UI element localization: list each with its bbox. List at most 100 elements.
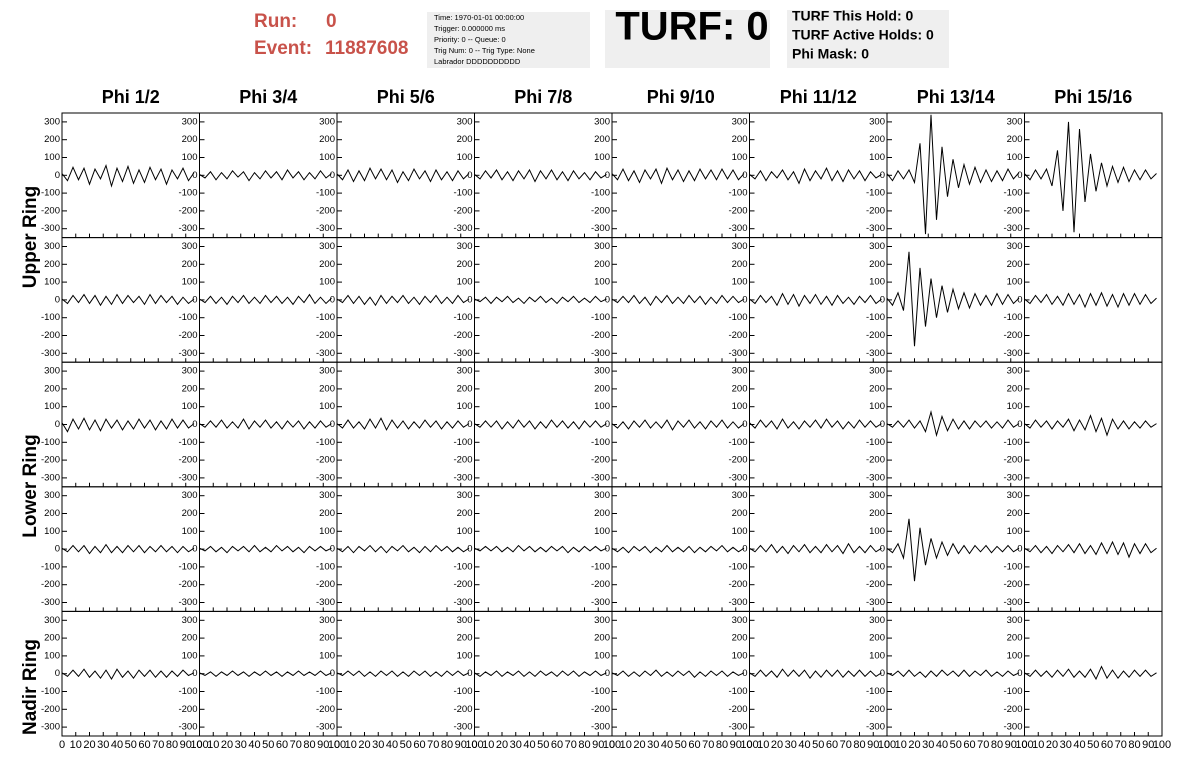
- waveform: [336, 544, 470, 554]
- waveform: [611, 419, 745, 431]
- y-tick-label: -200: [316, 330, 335, 341]
- x-tick-label: 40: [386, 739, 398, 751]
- y-tick-label: -200: [728, 704, 747, 715]
- y-tick-label: 200: [869, 508, 885, 519]
- y-tick-label: 100: [457, 277, 473, 288]
- y-tick-label: 200: [1007, 383, 1023, 394]
- x-tick-label: 70: [427, 739, 439, 751]
- y-tick-label: 100: [732, 152, 748, 163]
- waveform: [886, 518, 1020, 582]
- y-tick-label: -300: [316, 472, 335, 483]
- y-tick-label: -100: [866, 686, 885, 697]
- y-tick-label: -300: [453, 223, 472, 234]
- turf-info: TURF This Hold: 0: [792, 8, 914, 24]
- y-tick-label: -100: [178, 561, 197, 572]
- x-tick-label: 70: [840, 739, 852, 751]
- y-tick-label: 300: [732, 615, 748, 626]
- y-tick-label: 0: [742, 419, 747, 430]
- x-tick-label: 90: [867, 739, 879, 751]
- y-tick-label: -100: [1003, 188, 1022, 199]
- y-tick-label: 0: [192, 170, 197, 181]
- y-tick-label: -300: [178, 472, 197, 483]
- y-tick-label: 100: [869, 650, 885, 661]
- y-tick-label: -300: [728, 223, 747, 234]
- y-tick-label: -300: [728, 472, 747, 483]
- y-tick-label: -300: [728, 597, 747, 608]
- x-tick-label: 10: [482, 739, 494, 751]
- y-tick-label: 300: [319, 366, 335, 377]
- y-tick-label: 0: [330, 170, 335, 181]
- y-tick-label: 100: [1007, 526, 1023, 537]
- x-tick-label: 40: [1073, 739, 1085, 751]
- column-title: Phi 7/8: [514, 87, 572, 107]
- y-tick-label: 100: [594, 152, 610, 163]
- y-tick-label: 200: [319, 633, 335, 644]
- y-tick-label: -100: [1003, 437, 1022, 448]
- x-tick-label: 70: [290, 739, 302, 751]
- waveform: [886, 669, 1020, 678]
- x-tick-label: 90: [180, 739, 192, 751]
- x-tick-label: 90: [1005, 739, 1017, 751]
- y-tick-label: -100: [866, 437, 885, 448]
- x-tick-label: 80: [303, 739, 315, 751]
- y-tick-label: 0: [330, 668, 335, 679]
- y-tick-label: 100: [594, 526, 610, 537]
- x-tick-label: 70: [977, 739, 989, 751]
- y-tick-label: -200: [591, 330, 610, 341]
- event-value: 11887608: [325, 38, 409, 59]
- y-tick-label: 200: [44, 259, 60, 270]
- y-tick-label: 100: [869, 277, 885, 288]
- y-tick-label: -300: [41, 597, 60, 608]
- y-tick-label: -200: [178, 330, 197, 341]
- y-tick-label: 0: [880, 170, 885, 181]
- x-tick-label: 0: [334, 739, 340, 751]
- x-tick-label: 10: [895, 739, 907, 751]
- y-tick-label: -300: [866, 472, 885, 483]
- waveform: [336, 417, 470, 431]
- y-tick-label: 200: [1007, 633, 1023, 644]
- y-tick-label: 0: [330, 544, 335, 555]
- y-tick-label: -100: [591, 188, 610, 199]
- y-tick-label: -300: [178, 223, 197, 234]
- y-tick-label: 100: [869, 401, 885, 412]
- y-tick-label: -100: [316, 686, 335, 697]
- x-tick-label: 70: [565, 739, 577, 751]
- waveform: [199, 293, 332, 306]
- waveform: [749, 167, 882, 185]
- y-tick-label: -300: [41, 348, 60, 359]
- y-tick-label: 300: [44, 116, 60, 127]
- x-tick-label: 40: [248, 739, 260, 751]
- x-tick-label: 60: [826, 739, 838, 751]
- y-tick-label: -200: [728, 330, 747, 341]
- waveform: [886, 114, 1020, 235]
- y-tick-label: -100: [728, 312, 747, 323]
- y-tick-label: 300: [869, 241, 885, 252]
- x-tick-label: 90: [592, 739, 604, 751]
- x-tick-label: 50: [1087, 739, 1099, 751]
- waveform: [336, 167, 470, 184]
- y-tick-label: -200: [453, 455, 472, 466]
- x-tick-label: 90: [455, 739, 467, 751]
- y-tick-label: 200: [44, 633, 60, 644]
- y-tick-label: 300: [319, 241, 335, 252]
- info-line: Time: 1970-01-01 00:00:00: [434, 13, 524, 22]
- x-tick-label: 60: [551, 739, 563, 751]
- y-tick-label: 0: [467, 294, 472, 305]
- y-tick-label: -200: [728, 579, 747, 590]
- x-tick-label: 100: [465, 739, 483, 751]
- waveform: [474, 670, 607, 678]
- y-tick-label: 200: [869, 259, 885, 270]
- y-tick-label: -200: [866, 455, 885, 466]
- ring-title: Upper Ring: [20, 186, 41, 288]
- waveform: [61, 668, 195, 681]
- x-tick-label: 50: [125, 739, 137, 751]
- y-tick-label: -300: [178, 722, 197, 733]
- y-tick-label: 100: [319, 401, 335, 412]
- y-tick-label: -100: [41, 188, 60, 199]
- y-tick-label: -200: [591, 579, 610, 590]
- column-title: Phi 5/6: [377, 87, 435, 107]
- y-tick-label: 300: [1007, 490, 1023, 501]
- waveform: [749, 668, 882, 679]
- column-title: Phi 15/16: [1054, 87, 1132, 107]
- y-tick-label: 300: [869, 490, 885, 501]
